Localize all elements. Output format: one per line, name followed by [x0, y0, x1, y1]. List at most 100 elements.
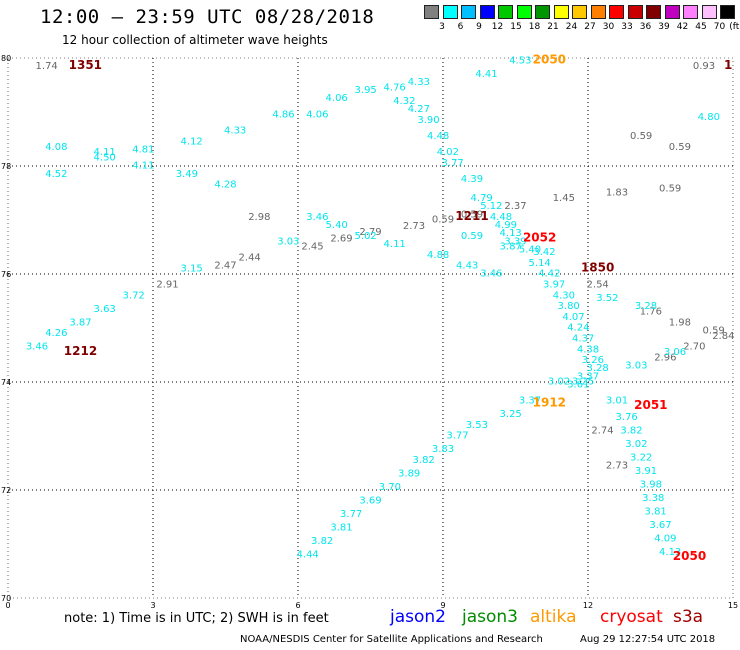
data-point-label: 3.02 — [548, 377, 570, 388]
time-marker-label: 1912 — [533, 395, 566, 409]
data-point-label: 4.09 — [654, 533, 676, 544]
data-point-label: 3.82 — [311, 536, 333, 547]
data-point-label: 5.40 — [326, 220, 348, 231]
data-point-label: 4.08 — [45, 142, 67, 153]
data-point-label: 4.76 — [384, 82, 406, 93]
y-tick-label: 80 — [1, 54, 11, 63]
data-point-label: 4.79 — [471, 193, 493, 204]
data-point-label: 0.59 — [630, 131, 652, 142]
satellite-altika: altika — [530, 607, 577, 627]
time-marker-label: 2050 — [673, 549, 706, 563]
data-point-label: 2.79 — [359, 227, 381, 238]
data-point-label: 5.12 — [480, 201, 502, 212]
scale-swatch — [442, 5, 458, 19]
scale-swatch — [498, 5, 513, 19]
scale-swatch — [627, 5, 643, 19]
time-marker-label: 1212 — [64, 344, 97, 358]
y-tick-label: 78 — [1, 162, 11, 171]
data-point-label: 3.49 — [176, 169, 198, 180]
data-point-label: 4.06 — [306, 109, 328, 120]
scale-swatch — [479, 5, 495, 19]
data-point-label: 3.22 — [630, 452, 652, 463]
data-point-label: 4.48 — [427, 131, 449, 142]
data-point-label: 0.59 — [669, 142, 691, 153]
data-point-label: 4.81 — [132, 145, 154, 156]
data-point-label: 3.87 — [500, 242, 522, 253]
scale-swatch — [609, 5, 624, 19]
time-marker-label: 1211 — [455, 209, 488, 223]
data-point-label: 3.15 — [181, 263, 203, 274]
y-tick-label: 74 — [1, 378, 11, 387]
data-point-label: 3.53 — [466, 420, 488, 431]
scale-swatch — [720, 5, 735, 19]
data-point-label: 3.37 — [519, 396, 541, 407]
data-point-label: 2.84 — [712, 331, 734, 342]
data-point-label: 3.02 — [625, 439, 647, 450]
data-point-label: 3.46 — [306, 212, 328, 223]
data-point-label: 2.98 — [248, 212, 270, 223]
scale-unit: (ft) — [729, 22, 740, 32]
scale-swatch — [646, 5, 661, 19]
data-point-label: 3.87 — [69, 317, 91, 328]
data-point-label: 4.13 — [659, 547, 681, 558]
data-point-label: 3.89 — [398, 469, 420, 480]
data-point-label: 3.42 — [533, 247, 555, 258]
data-point-label: 4.07 — [562, 312, 584, 323]
scale-label: 30 — [602, 22, 615, 32]
scale-swatch — [572, 5, 587, 19]
data-point-label: 4.80 — [698, 112, 720, 123]
satellite-s3a: s3a — [673, 607, 704, 627]
x-tick-label: 15 — [728, 601, 738, 610]
data-point-label: 4.88 — [427, 250, 449, 261]
data-point-label: 3.06 — [664, 347, 686, 358]
satellite-cryosat: cryosat — [600, 607, 663, 627]
data-point-label: 4.28 — [214, 180, 236, 191]
data-point-label: 4.02 — [437, 147, 459, 158]
data-point-label: 4.33 — [408, 77, 430, 88]
data-point-label: 2.73 — [606, 460, 628, 471]
data-point-label: 2.96 — [654, 352, 676, 363]
scale-label: 21 — [547, 22, 559, 32]
data-point-label: 0.59 — [659, 183, 681, 194]
data-point-label: 4.52 — [45, 169, 67, 180]
data-point-label: 4.39 — [461, 174, 483, 185]
scale-swatch — [516, 5, 532, 19]
scale-label: 39 — [658, 22, 670, 32]
data-point-label: 1.76 — [640, 307, 662, 318]
data-point-label: 3.38 — [642, 493, 664, 504]
data-point-label: 1.98 — [669, 317, 691, 328]
time-marker-label: 1351 — [69, 58, 102, 72]
data-point-label: 1.45 — [553, 193, 575, 204]
data-point-label: 3.83 — [432, 444, 454, 455]
time-marker-label: 1850 — [581, 260, 614, 274]
data-point-label: 3.72 — [123, 290, 145, 301]
data-point-label: 4.99 — [495, 220, 517, 231]
data-point-label: 3.25 — [572, 377, 594, 388]
data-point-label: 4.30 — [553, 290, 575, 301]
data-point-label: 2.70 — [683, 342, 705, 353]
scale-label: 27 — [584, 22, 596, 32]
scale-swatch — [664, 5, 680, 19]
data-point-label: 3.82 — [620, 425, 642, 436]
data-point-label: 3.77 — [446, 431, 468, 442]
data-point-label: 0.59 — [432, 215, 454, 226]
scale-swatch — [535, 5, 550, 19]
data-point-label: 4.38 — [577, 344, 599, 355]
data-point-label: 0.59 — [461, 209, 483, 220]
scale-swatch — [590, 5, 606, 19]
scale-label: 45 — [695, 22, 707, 32]
data-point-label: 4.06 — [326, 93, 348, 104]
data-point-label: 2.37 — [504, 201, 526, 212]
data-point-label: 3.76 — [616, 412, 638, 423]
data-point-label: 3.03 — [625, 361, 647, 372]
data-point-label: 3.28 — [635, 301, 657, 312]
data-point-label: 3.82 — [413, 455, 435, 466]
data-point-label: 3.69 — [359, 496, 381, 507]
data-point-label: 4.32 — [393, 96, 415, 107]
data-point-label: 3.97 — [543, 280, 565, 291]
data-point-label: 3.81 — [330, 523, 352, 534]
y-tick-label: 76 — [1, 270, 11, 279]
footer-note: note: 1) Time is in UTC; 2) SWH is in fe… — [64, 611, 329, 626]
